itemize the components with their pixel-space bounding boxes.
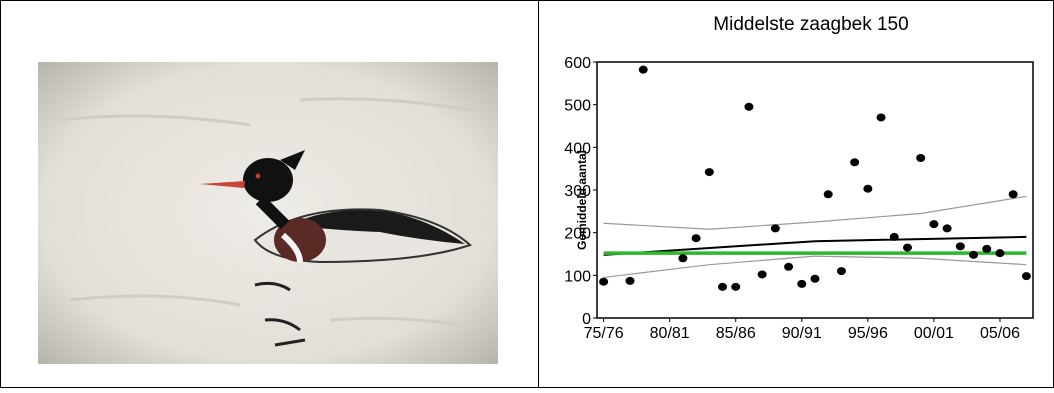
y-tick-label: 0	[582, 311, 591, 328]
data-point	[902, 243, 912, 252]
y-axis-label: Gemiddeld aantal	[575, 150, 589, 250]
x-tick-label: 80/81	[650, 325, 690, 342]
x-tick-label: 85/86	[716, 325, 756, 342]
y-tick-label: 300	[564, 183, 591, 200]
y-tick-label: 200	[564, 226, 591, 243]
data-point	[599, 277, 609, 286]
data-point	[757, 270, 767, 279]
chart-title: Middelste zaagbek 150	[713, 14, 908, 35]
data-point	[929, 220, 939, 229]
data-point	[889, 232, 899, 241]
data-point	[731, 282, 741, 291]
x-tick-label: 95/96	[848, 325, 888, 342]
data-point	[850, 158, 860, 167]
data-point	[770, 224, 780, 233]
data-point	[982, 244, 992, 253]
data-point	[704, 168, 714, 177]
data-point	[638, 65, 648, 74]
y-tick-label: 600	[564, 55, 591, 72]
data-point	[995, 249, 1005, 258]
data-point	[678, 254, 688, 263]
data-point	[625, 276, 635, 285]
data-point	[784, 262, 794, 271]
trend-line	[603, 235, 1027, 256]
data-point	[876, 113, 886, 122]
y-tick-label: 400	[564, 140, 591, 157]
x-tick-label: 75/76	[584, 325, 624, 342]
data-point	[1008, 190, 1018, 199]
data-point	[744, 102, 754, 111]
data-point	[836, 267, 846, 276]
data-point	[810, 274, 820, 283]
x-tick-label: 05/06	[980, 325, 1020, 342]
data-point	[691, 234, 701, 243]
trend-line	[603, 195, 1027, 230]
y-tick-label: 100	[564, 268, 591, 285]
data-point	[955, 242, 965, 251]
data-point	[969, 250, 979, 259]
photo	[38, 62, 498, 364]
data-point	[916, 154, 926, 162]
data-point	[823, 190, 833, 199]
data-point	[942, 224, 952, 233]
y-tick-label: 500	[564, 98, 591, 115]
data-point	[1021, 272, 1031, 281]
x-tick-label: 90/91	[782, 325, 822, 342]
data-point	[797, 279, 807, 288]
x-tick-label: 00/01	[914, 325, 954, 342]
data-point	[863, 184, 873, 193]
trend-line	[603, 255, 1027, 279]
data-point	[718, 282, 728, 291]
